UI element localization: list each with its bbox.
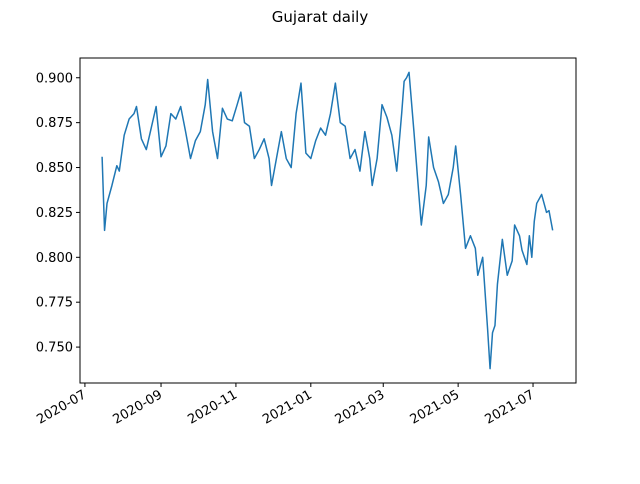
plot-frame	[79, 57, 577, 384]
y-tick-label: 0.775	[36, 296, 73, 311]
y-tick-label: 0.750	[36, 341, 73, 356]
y-tick-label: 0.900	[36, 71, 73, 86]
x-tick-label: 2021-03	[333, 387, 388, 427]
y-tick-label: 0.800	[36, 251, 73, 266]
x-tick-label: 2020-07	[34, 387, 89, 427]
data-line	[101, 71, 554, 370]
y-tick-label: 0.850	[36, 161, 73, 176]
x-tick-label: 2020-11	[185, 387, 240, 427]
chart-title: Gujarat daily	[272, 8, 369, 26]
x-tick-label: 2021-05	[408, 387, 463, 427]
y-tick-label: 0.825	[36, 206, 73, 221]
x-tick-label: 2020-09	[110, 387, 165, 427]
y-tick-label: 0.875	[36, 116, 73, 131]
x-tick-label: 2021-07	[482, 387, 537, 427]
x-tick-label: 2021-01	[260, 387, 315, 427]
